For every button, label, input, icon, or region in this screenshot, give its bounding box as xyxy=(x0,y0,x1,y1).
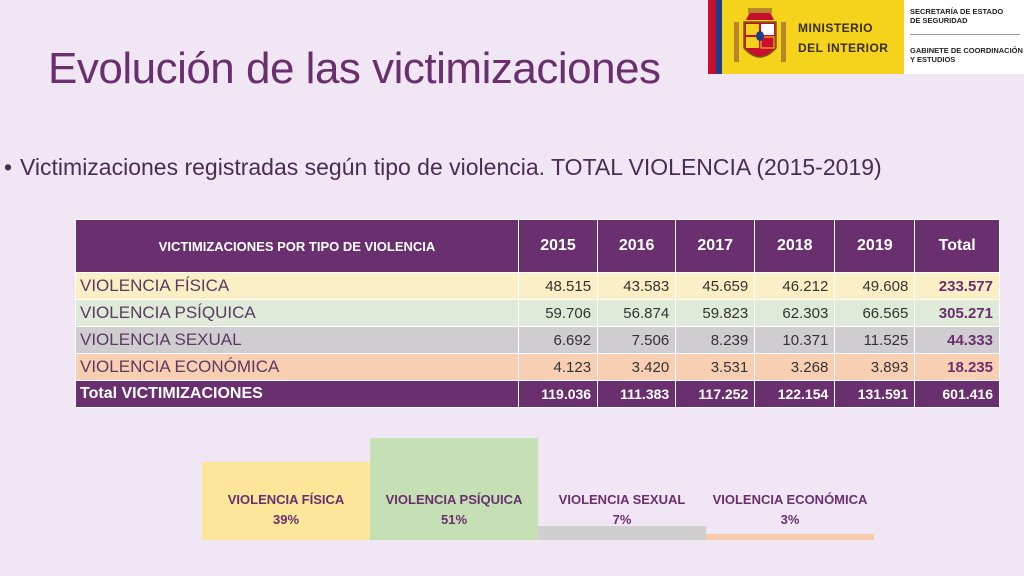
table-cell: 46.212 xyxy=(754,272,836,300)
table-cell: 7.506 xyxy=(597,326,677,354)
table-header: Total xyxy=(914,219,1000,273)
bar-3 xyxy=(538,526,706,540)
table-cell: 11.525 xyxy=(834,326,916,354)
table-cell-total: 233.577 xyxy=(914,272,1000,300)
row-label: Total VICTIMIZACIONES xyxy=(75,380,519,408)
table-cell: 119.036 xyxy=(517,380,599,408)
subtitle: • Victimizaciones registradas según tipo … xyxy=(4,154,882,181)
table-cell: 131.591 xyxy=(834,380,916,408)
bar-category-label: VIOLENCIA PSÍQUICA xyxy=(385,492,523,507)
table-header: VICTIMIZACIONES POR TIPO DE VIOLENCIA xyxy=(75,219,519,273)
coat-of-arms-icon xyxy=(734,8,786,62)
table-row-total: Total VICTIMIZACIONES 119.036 111.383 11… xyxy=(75,380,1000,408)
table-cell: 56.874 xyxy=(597,299,677,327)
table-cell: 3.268 xyxy=(754,353,836,381)
table-cell: 49.608 xyxy=(834,272,916,300)
table-header: 2016 xyxy=(597,219,677,273)
bar-value-label: 39% xyxy=(272,512,300,527)
table-header: 2019 xyxy=(834,219,916,273)
logo-gabinete-line1: GABINETE DE COORDINACIÓN xyxy=(910,46,1023,55)
bar-label: VIOLENCIA FÍSICA 39% xyxy=(202,490,370,530)
table-cell: 45.659 xyxy=(675,272,756,300)
table-cell-total: 305.271 xyxy=(914,299,1000,327)
table-cell-total: 601.416 xyxy=(914,380,1000,408)
bar-category-label: VIOLENCIA SEXUAL xyxy=(558,492,686,507)
table-cell: 3.420 xyxy=(597,353,677,381)
table-cell: 3.893 xyxy=(834,353,916,381)
bar-value-label: 3% xyxy=(780,512,800,527)
table-cell-total: 44.333 xyxy=(914,326,1000,354)
bar-label: VIOLENCIA SEXUAL 7% xyxy=(538,490,706,530)
table-cell: 3.531 xyxy=(675,353,756,381)
table-cell: 111.383 xyxy=(597,380,677,408)
table-cell: 59.706 xyxy=(517,299,599,327)
subtitle-text: Victimizaciones registradas según tipo d… xyxy=(20,154,882,180)
logo-secretaria-line2: DE SEGURIDAD xyxy=(910,16,968,25)
bar-category-label: VIOLENCIA FÍSICA xyxy=(227,492,345,507)
table-cell: 4.123 xyxy=(517,353,599,381)
table-cell: 10.371 xyxy=(754,326,836,354)
logo-gabinete-line2: Y ESTUDIOS xyxy=(910,55,956,64)
bar-value-label: 51% xyxy=(440,512,468,527)
table-cell: 59.823 xyxy=(675,299,756,327)
ministerio-logo: MINISTERIO DEL INTERIOR SECRETARÍA DE ES… xyxy=(708,0,1024,76)
logo-secretaria-line1: SECRETARÍA DE ESTADO xyxy=(910,7,1004,16)
table-row: VIOLENCIA PSÍQUICA 59.706 56.874 59.823 … xyxy=(75,299,1000,327)
table-cell: 6.692 xyxy=(517,326,599,354)
table-cell: 48.515 xyxy=(517,272,599,300)
bar-1 xyxy=(202,462,370,540)
page-title: Evolución de las victimizaciones xyxy=(48,44,661,93)
table-row: VIOLENCIA ECONÓMICA 4.123 3.420 3.531 3.… xyxy=(75,353,1000,381)
table-header: 2018 xyxy=(754,219,836,273)
bar-label: VIOLENCIA ECONÓMICA 3% xyxy=(706,490,874,530)
table-cell: 117.252 xyxy=(675,380,756,408)
table-cell: 66.565 xyxy=(834,299,916,327)
logo-ministerio-line1: MINISTERIO xyxy=(798,21,874,35)
bar-2 xyxy=(370,438,538,540)
table-row: VIOLENCIA FÍSICA 48.515 43.583 45.659 46… xyxy=(75,272,1000,300)
table-row: VIOLENCIA SEXUAL 6.692 7.506 8.239 10.37… xyxy=(75,326,1000,354)
row-label: VIOLENCIA SEXUAL xyxy=(75,326,519,354)
table-cell: 43.583 xyxy=(597,272,677,300)
row-label: VIOLENCIA PSÍQUICA xyxy=(75,299,519,327)
bar-value-label: 7% xyxy=(612,512,632,527)
logo-ministerio-line2: DEL INTERIOR xyxy=(798,41,889,55)
table-cell: 62.303 xyxy=(754,299,836,327)
bar-category-label: VIOLENCIA ECONÓMICA xyxy=(712,492,868,507)
bar-label: VIOLENCIA PSÍQUICA 51% xyxy=(370,490,538,530)
victimizaciones-table: VICTIMIZACIONES POR TIPO DE VIOLENCIA 20… xyxy=(75,219,1000,408)
table-cell: 122.154 xyxy=(754,380,836,408)
row-label: VIOLENCIA ECONÓMICA xyxy=(75,353,519,381)
row-label: VIOLENCIA FÍSICA xyxy=(75,272,519,300)
bullet-icon: • xyxy=(4,154,13,180)
table-cell-total: 18.235 xyxy=(914,353,1000,381)
bar-4 xyxy=(706,534,874,540)
table-header: 2017 xyxy=(675,219,756,273)
table-cell: 8.239 xyxy=(675,326,756,354)
table-header: 2015 xyxy=(517,219,599,273)
